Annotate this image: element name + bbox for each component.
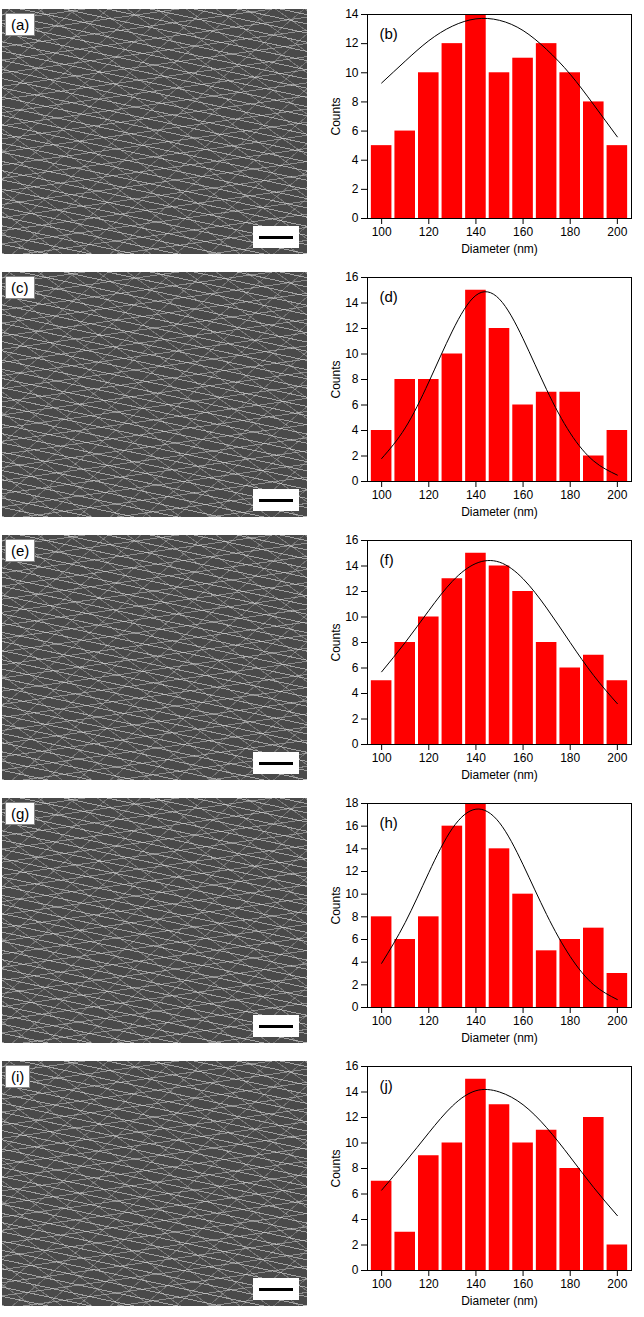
- svg-text:0: 0: [352, 1000, 359, 1014]
- svg-text:160: 160: [513, 1277, 533, 1291]
- svg-text:10: 10: [345, 887, 359, 901]
- svg-text:14: 14: [345, 558, 359, 572]
- svg-text:4: 4: [352, 1212, 359, 1226]
- svg-text:16: 16: [345, 270, 359, 284]
- svg-text:120: 120: [419, 1277, 439, 1291]
- svg-text:0: 0: [352, 211, 359, 225]
- svg-text:6: 6: [352, 397, 359, 411]
- svg-text:0: 0: [352, 1263, 359, 1277]
- svg-text:10: 10: [345, 65, 359, 79]
- svg-text:140: 140: [466, 751, 486, 765]
- svg-text:8: 8: [352, 909, 359, 923]
- svg-text:100: 100: [372, 225, 392, 239]
- svg-text:12: 12: [345, 1110, 359, 1124]
- svg-text:4: 4: [352, 686, 359, 700]
- svg-text:Counts: Counts: [329, 360, 343, 398]
- html-text:(i): (i): [11, 1068, 25, 1085]
- svg-text:100: 100: [372, 488, 392, 502]
- svg-text:8: 8: [352, 1161, 359, 1175]
- svg-text:4: 4: [352, 153, 359, 167]
- svg-text:Counts: Counts: [329, 886, 343, 924]
- svg-text:Diameter (nm): Diameter (nm): [461, 241, 538, 255]
- svg-text:180: 180: [560, 1014, 580, 1028]
- svg-text:Diameter (nm): Diameter (nm): [461, 767, 538, 781]
- svg-text:100: 100: [372, 1277, 392, 1291]
- svg-text:10: 10: [345, 609, 359, 623]
- html-text:(c): (c): [11, 279, 29, 296]
- svg-text:180: 180: [560, 488, 580, 502]
- svg-text:Diameter (nm): Diameter (nm): [461, 1293, 538, 1307]
- svg-text:140: 140: [466, 1277, 486, 1291]
- svg-text:200: 200: [607, 1014, 627, 1028]
- svg-text:2: 2: [352, 711, 359, 725]
- svg-text:2: 2: [352, 448, 359, 462]
- html-text:(g): (g): [11, 805, 30, 822]
- svg-text:(h): (h): [380, 814, 398, 831]
- svg-text:Diameter (nm): Diameter (nm): [461, 504, 538, 518]
- svg-text:12: 12: [345, 864, 359, 878]
- svg-text:140: 140: [466, 1014, 486, 1028]
- svg-text:6: 6: [352, 660, 359, 674]
- svg-text:12: 12: [345, 584, 359, 598]
- svg-text:100: 100: [372, 751, 392, 765]
- svg-text:200: 200: [607, 225, 627, 239]
- svg-text:6: 6: [352, 932, 359, 946]
- svg-text:120: 120: [419, 488, 439, 502]
- svg-text:16: 16: [345, 819, 359, 833]
- svg-text:2: 2: [352, 977, 359, 991]
- svg-text:10: 10: [345, 346, 359, 360]
- svg-text:10: 10: [345, 1135, 359, 1149]
- svg-text:160: 160: [513, 488, 533, 502]
- svg-text:Counts: Counts: [329, 97, 343, 135]
- svg-text:200: 200: [607, 1277, 627, 1291]
- svg-text:14: 14: [345, 1084, 359, 1098]
- svg-text:2: 2: [352, 182, 359, 196]
- html-text:(a): (a): [11, 16, 30, 33]
- svg-text:16: 16: [345, 1059, 359, 1073]
- svg-text:8: 8: [352, 635, 359, 649]
- svg-text:160: 160: [513, 1014, 533, 1028]
- svg-text:(f): (f): [380, 551, 394, 568]
- svg-text:120: 120: [419, 225, 439, 239]
- svg-text:8: 8: [352, 94, 359, 108]
- svg-text:120: 120: [419, 751, 439, 765]
- svg-text:180: 180: [560, 1277, 580, 1291]
- svg-text:14: 14: [345, 295, 359, 309]
- svg-text:Diameter (nm): Diameter (nm): [461, 1030, 538, 1044]
- svg-text:16: 16: [345, 533, 359, 547]
- svg-text:12: 12: [345, 36, 359, 50]
- svg-text:6: 6: [352, 1186, 359, 1200]
- svg-text:(b): (b): [380, 25, 398, 42]
- svg-text:6: 6: [352, 123, 359, 137]
- svg-text:4: 4: [352, 423, 359, 437]
- svg-text:0: 0: [352, 474, 359, 488]
- svg-text:(d): (d): [380, 288, 398, 305]
- svg-text:8: 8: [352, 372, 359, 386]
- svg-text:0: 0: [352, 737, 359, 751]
- html-text:(e): (e): [11, 542, 30, 559]
- svg-text:160: 160: [513, 225, 533, 239]
- svg-text:100: 100: [372, 1014, 392, 1028]
- svg-text:200: 200: [607, 751, 627, 765]
- svg-text:2: 2: [352, 1237, 359, 1251]
- svg-text:140: 140: [466, 488, 486, 502]
- svg-text:14: 14: [345, 7, 359, 21]
- svg-text:18: 18: [345, 796, 359, 810]
- svg-text:4: 4: [352, 955, 359, 969]
- svg-text:Counts: Counts: [329, 1149, 343, 1187]
- svg-text:12: 12: [345, 321, 359, 335]
- svg-text:180: 180: [560, 751, 580, 765]
- svg-text:14: 14: [345, 841, 359, 855]
- svg-text:120: 120: [419, 1014, 439, 1028]
- svg-text:Counts: Counts: [329, 623, 343, 661]
- svg-text:200: 200: [607, 488, 627, 502]
- svg-text:140: 140: [466, 225, 486, 239]
- svg-text:(j): (j): [380, 1077, 393, 1094]
- svg-text:160: 160: [513, 751, 533, 765]
- svg-text:180: 180: [560, 225, 580, 239]
